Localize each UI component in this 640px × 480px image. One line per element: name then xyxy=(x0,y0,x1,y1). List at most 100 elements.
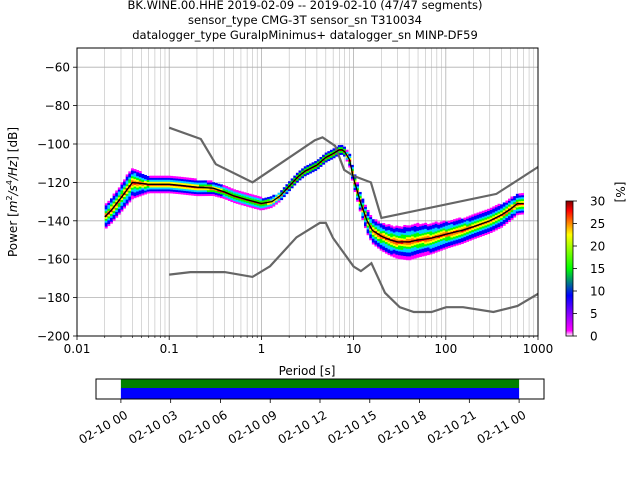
ppsd-bin xyxy=(424,247,428,250)
ppsd-bin xyxy=(335,154,339,157)
ppsd-bin xyxy=(235,190,239,193)
ppsd-bin xyxy=(361,210,365,213)
ppsd-bin xyxy=(157,181,161,184)
ppsd-bin xyxy=(109,215,113,218)
ppsd-bin xyxy=(450,225,454,228)
ppsd-bin xyxy=(141,185,145,188)
ppsd-bin xyxy=(502,219,506,222)
ppsd-bin xyxy=(379,227,383,230)
ppsd-bin xyxy=(411,257,415,260)
x-axis: 0.01 0.1 1 10 100 1000 xyxy=(64,336,553,356)
ppsd-bin xyxy=(319,156,323,160)
ppsd-bin xyxy=(230,199,234,203)
ppsd-bin xyxy=(162,185,166,188)
ppsd-bin xyxy=(510,200,514,203)
ppsd-bin xyxy=(405,248,409,251)
ppsd-bin xyxy=(502,204,506,207)
ppsd-bin xyxy=(167,181,171,184)
ppsd-bin xyxy=(398,243,401,246)
ppsd-bin xyxy=(515,199,519,202)
ppsd-bin xyxy=(128,198,132,201)
ppsd-bin xyxy=(199,190,202,193)
time-tick-label: 02-10 18 xyxy=(375,408,429,447)
ppsd-bin xyxy=(290,178,294,181)
ppsd-bin xyxy=(434,229,438,232)
ppsd-bin xyxy=(130,177,134,181)
ppsd-bin xyxy=(227,196,231,200)
ppsd-bin xyxy=(434,223,438,226)
noise-models xyxy=(168,126,538,314)
ppsd-bin xyxy=(473,226,477,230)
ppsd-bin xyxy=(437,247,441,250)
ppsd-bin xyxy=(306,164,310,168)
ppsd-bin xyxy=(259,196,263,199)
colorbar-tick-label: 5 xyxy=(590,307,598,321)
ppsd-bin xyxy=(377,229,380,232)
ppsd-bin xyxy=(515,211,519,214)
ppsd-bin xyxy=(144,192,147,195)
ppsd-bin xyxy=(185,187,189,190)
ppsd-bin xyxy=(109,204,113,207)
ppsd-bin xyxy=(518,208,522,211)
ppsd-bin xyxy=(144,180,147,183)
ppsd-bin xyxy=(356,182,360,185)
ppsd-bin xyxy=(348,153,352,156)
ppsd-bin xyxy=(411,224,415,227)
title-line-2: sensor_type CMG-3T sensor_sn T310034 xyxy=(188,13,422,27)
ppsd-bin xyxy=(188,193,192,196)
ppsd-bin xyxy=(251,204,255,207)
ppsd-bin xyxy=(418,239,422,242)
ppsd-bin xyxy=(314,166,318,169)
ppsd-bin xyxy=(350,166,354,170)
ppsd-bin xyxy=(361,213,365,217)
ppsd-bin xyxy=(494,205,498,208)
ppsd-bin xyxy=(439,233,443,236)
ppsd-bin xyxy=(374,221,378,224)
ppsd-bin xyxy=(128,175,132,178)
ppsd-bin xyxy=(170,179,174,182)
colorbar-tick-label: 30 xyxy=(590,195,605,209)
ppsd-bin xyxy=(416,226,420,229)
colorbar-tick-label: 15 xyxy=(590,262,605,276)
ppsd-bin xyxy=(235,191,239,195)
ppsd-bin xyxy=(400,249,404,252)
ppsd-bin xyxy=(212,182,216,185)
ppsd-bin xyxy=(188,191,192,194)
ppsd-bin xyxy=(280,192,284,195)
ppsd-bin xyxy=(395,231,399,234)
ppsd-bin xyxy=(303,168,307,171)
ppsd-bin xyxy=(434,221,438,224)
ppsd-bin xyxy=(398,254,401,258)
ppsd-bin xyxy=(356,184,360,187)
ppsd-bin xyxy=(460,230,464,233)
ppsd-histogram xyxy=(104,144,525,261)
ppsd-bin xyxy=(206,191,210,195)
ppsd-bin xyxy=(387,245,391,248)
ppsd-bin xyxy=(185,183,189,186)
ppsd-bin xyxy=(178,188,181,191)
ppsd-bin xyxy=(382,248,386,251)
colorbar-gradient xyxy=(565,200,574,337)
ppsd-bin xyxy=(251,202,255,205)
ppsd-bin xyxy=(369,215,373,218)
ppsd-bin xyxy=(123,206,127,209)
ppsd-bin xyxy=(136,175,140,179)
ppsd-bin xyxy=(191,183,195,187)
ppsd-bin xyxy=(104,224,108,227)
ppsd-bin xyxy=(502,213,506,217)
ppsd-bin xyxy=(254,199,257,202)
ppsd-bin xyxy=(125,199,129,202)
ppsd-bin xyxy=(400,243,404,247)
ppsd-bin xyxy=(361,212,365,215)
ppsd-bin xyxy=(479,232,483,235)
ppsd-bin xyxy=(411,237,415,241)
ppsd-bin xyxy=(251,205,255,209)
ppsd-bin xyxy=(408,244,412,247)
ppsd-bin xyxy=(400,239,404,243)
ppsd-bin xyxy=(379,246,383,249)
ppsd-bin xyxy=(432,232,435,235)
colorbar-tick-label: 25 xyxy=(590,217,605,231)
ppsd-bin xyxy=(405,256,409,259)
ppsd-bin xyxy=(175,182,179,185)
ppsd-bin xyxy=(398,230,401,233)
